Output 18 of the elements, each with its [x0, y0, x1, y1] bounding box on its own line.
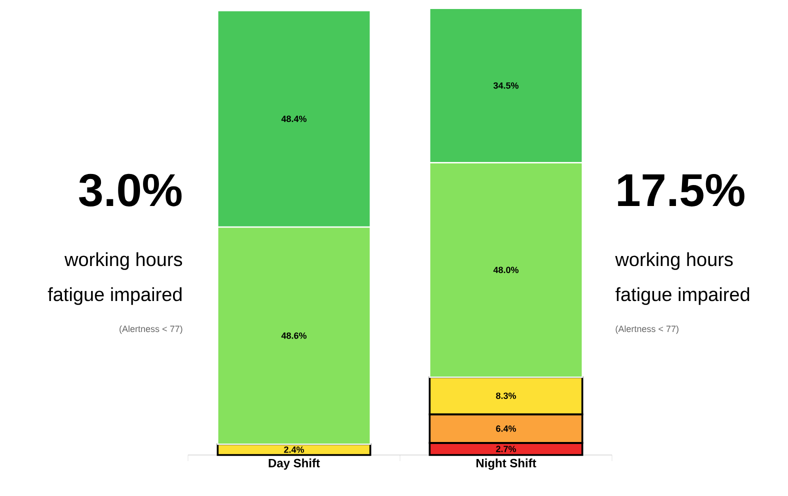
data-label: 6.4%: [496, 425, 516, 432]
data-label: 48.0%: [493, 266, 519, 274]
text: (Alertness < 77): [616, 325, 678, 334]
data-label: 48.6%: [281, 332, 307, 339]
data-label: 48.4%: [281, 116, 307, 122]
text: working hours: [615, 252, 733, 270]
data-label: 34.5%: [493, 82, 519, 89]
text: fatigue impaired: [615, 287, 750, 305]
text: fatigue impaired: [48, 287, 182, 305]
text: 17.5%: [618, 174, 744, 206]
text: working hours: [64, 252, 182, 270]
data-label: 2.4%: [284, 446, 304, 453]
text: (Alertness < 77): [120, 325, 182, 334]
x-tick-label: Night Shift: [476, 458, 536, 470]
data-label: 2.7%: [496, 446, 516, 452]
x-tick-label: Day Shift: [268, 458, 320, 470]
data-label: 8.3%: [496, 392, 516, 399]
text: 3.0%: [79, 174, 182, 207]
